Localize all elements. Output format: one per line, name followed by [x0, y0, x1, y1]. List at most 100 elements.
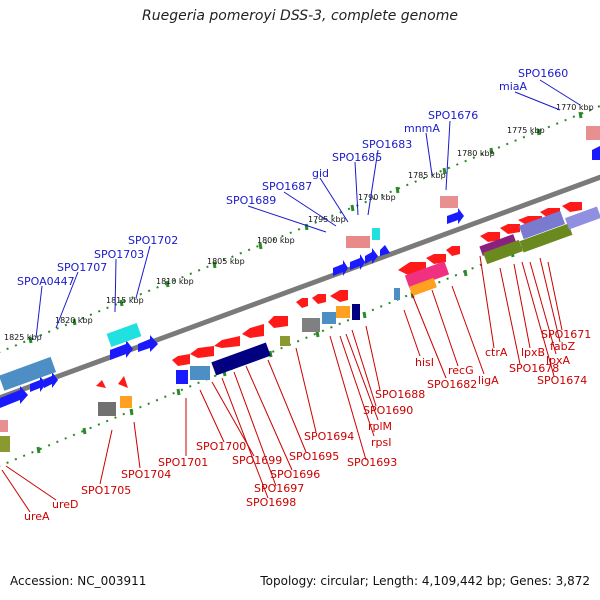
gene-label: SPO1689 [226, 194, 276, 207]
gene-label: SPO1687 [262, 180, 312, 193]
gene-label: SPO1660 [518, 67, 568, 80]
gene-arrow [446, 246, 460, 256]
gene-arrow [330, 290, 348, 302]
genome-backbone [0, 174, 600, 401]
gene-label: SPO1682 [427, 378, 477, 391]
gene-label: SPO1703 [94, 248, 144, 261]
gene-arrow [296, 298, 308, 308]
reverse-genes [96, 202, 582, 388]
gene-box [0, 356, 57, 391]
gene-label: lpxB [521, 346, 545, 359]
gene-box [483, 239, 523, 265]
gene-arrow [426, 254, 446, 264]
scale-label: 1785 kbp [408, 171, 446, 180]
gene-label: SPO1678 [509, 362, 559, 375]
topology-text: Topology: circular; Length: 4,109,442 bp… [260, 574, 590, 588]
scale-label: 1805 kbp [207, 257, 245, 266]
gene-arrow [44, 372, 58, 388]
gene-label: fabZ [550, 340, 576, 353]
scale-label: 1820 kbp [55, 316, 93, 325]
gene-label: hisI [415, 356, 434, 369]
gene-arrow [30, 376, 46, 392]
top-label-leaders [35, 79, 581, 339]
gene-arrow [242, 324, 264, 338]
gene-label: ureD [52, 498, 79, 511]
scale-label: 1810 kbp [156, 277, 194, 286]
gene-label: SPO1694 [304, 430, 354, 443]
scale-ticks-upper [28, 111, 583, 344]
gene-label: SPO1702 [128, 234, 178, 247]
gene-label: recG [448, 364, 474, 377]
gene-arrow [380, 245, 390, 256]
gene-label: rplM [368, 420, 392, 433]
gene-label: SPO1693 [347, 456, 397, 469]
gene-arrow [172, 354, 190, 366]
gene-label: miaA [499, 80, 528, 93]
gene-box [586, 126, 600, 140]
gene-arrow [138, 335, 158, 352]
gene-label: SPO1674 [537, 374, 587, 387]
forward-genes [0, 146, 600, 408]
gene-box [0, 420, 8, 432]
gene-arrow [214, 336, 240, 348]
gene-arrow [268, 316, 288, 328]
gene-arrow [312, 294, 326, 304]
gene-arrow [562, 202, 582, 212]
gene-label: ligA [478, 374, 499, 387]
gene-label: SPO1707 [57, 261, 107, 274]
gene-box [190, 366, 210, 380]
gene-arrow [0, 386, 28, 408]
gene-label: SPO1696 [270, 468, 320, 481]
gene-box [409, 277, 437, 297]
gene-label: SPO1685 [332, 151, 382, 164]
gene-box [322, 312, 336, 324]
scale-track-upper [0, 105, 600, 353]
gene-box [302, 318, 320, 332]
gene-box [564, 206, 600, 230]
gene-label: SPOA0447 [17, 275, 75, 288]
gene-box [98, 402, 116, 416]
gene-arrow [110, 340, 133, 360]
gene-label: SPO1701 [158, 456, 208, 469]
gene-label: ctrA [485, 346, 508, 359]
gene-label: gid [312, 167, 329, 180]
gene-arrow [118, 376, 128, 388]
gene-label: SPO1671 [541, 328, 591, 341]
gene-box [120, 396, 132, 408]
gene-label: SPO1698 [246, 496, 296, 509]
top-labels: SPO1660 miaA SPO1676 mnmA SPO1683 SPO168… [17, 67, 568, 288]
scale-label: 1825 kbp [4, 333, 42, 342]
gene-box [106, 322, 142, 348]
gene-box [394, 288, 400, 300]
gene-label: ureA [24, 510, 50, 523]
gene-box [346, 236, 370, 248]
gene-arrow [480, 232, 500, 242]
gene-box [518, 210, 566, 240]
gene-box [176, 370, 188, 384]
gene-box [336, 306, 350, 318]
gene-arrow [96, 380, 106, 388]
scale-label: 1775 kbp [507, 126, 545, 135]
gene-box [0, 436, 10, 452]
gene-arrow [190, 346, 214, 358]
gene-arrow [333, 260, 348, 276]
scale-label: 1815 kbp [106, 296, 144, 305]
gene-label: mnmA [404, 122, 440, 135]
scale-label: 1800 kbp [257, 236, 295, 245]
gene-label: SPO1676 [428, 109, 478, 122]
bottom-labels: SPO1671 fabZ lpxA SPO1674 lpxB SPO1678 c… [24, 328, 591, 523]
gene-arrow [365, 248, 378, 264]
gene-label: SPO1690 [363, 404, 413, 417]
gene-box [280, 336, 290, 346]
bottom-label-leaders [1, 255, 563, 513]
gene-arrow [500, 224, 520, 234]
gene-box [404, 261, 450, 289]
scale-label: 1790 kbp [358, 193, 396, 202]
gene-label: lpxA [546, 354, 571, 367]
accession-text: Accession: NC_003911 [10, 574, 147, 588]
gene-box [440, 196, 458, 208]
gene-label: SPO1683 [362, 138, 412, 151]
gene-arrow [592, 146, 600, 160]
gene-label: rpsI [371, 436, 391, 449]
